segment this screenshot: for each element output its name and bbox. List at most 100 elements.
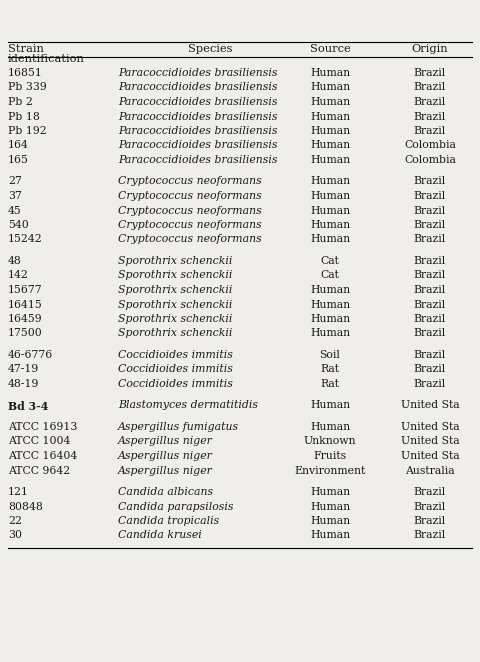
Text: Brazil: Brazil [414, 111, 446, 122]
Text: Human: Human [310, 68, 350, 78]
Text: Pb 2: Pb 2 [8, 97, 33, 107]
Text: 30: 30 [8, 530, 22, 540]
Text: Strain: Strain [8, 44, 44, 54]
Text: Sporothrix schenckii: Sporothrix schenckii [118, 314, 232, 324]
Text: Human: Human [310, 205, 350, 216]
Text: Brazil: Brazil [414, 365, 446, 375]
Text: Coccidioides immitis: Coccidioides immitis [118, 379, 233, 389]
Text: identification: identification [8, 54, 85, 64]
Text: Human: Human [310, 234, 350, 244]
Text: Sporothrix schenckii: Sporothrix schenckii [118, 299, 232, 310]
Text: Human: Human [310, 502, 350, 512]
Text: Brazil: Brazil [414, 285, 446, 295]
Text: 27: 27 [8, 177, 22, 187]
Text: Sporothrix schenckii: Sporothrix schenckii [118, 271, 232, 281]
Text: Human: Human [310, 177, 350, 187]
Text: Brazil: Brazil [414, 234, 446, 244]
Text: 45: 45 [8, 205, 22, 216]
Text: Brazil: Brazil [414, 68, 446, 78]
Text: Brazil: Brazil [414, 379, 446, 389]
Text: Pb 339: Pb 339 [8, 83, 47, 93]
Text: Fruits: Fruits [313, 451, 347, 461]
Text: Pb 192: Pb 192 [8, 126, 47, 136]
Text: Paracoccidioides brasiliensis: Paracoccidioides brasiliensis [118, 97, 277, 107]
Text: Rat: Rat [321, 365, 339, 375]
Text: Soil: Soil [320, 350, 340, 360]
Text: Cat: Cat [321, 271, 339, 281]
Text: Brazil: Brazil [414, 328, 446, 338]
Text: 540: 540 [8, 220, 29, 230]
Text: Brazil: Brazil [414, 256, 446, 266]
Text: Sporothrix schenckii: Sporothrix schenckii [118, 285, 232, 295]
Text: Human: Human [310, 140, 350, 150]
Text: Human: Human [310, 97, 350, 107]
Text: 16851: 16851 [8, 68, 43, 78]
Text: Sporothrix schenckii: Sporothrix schenckii [118, 328, 232, 338]
Text: ATCC 16913: ATCC 16913 [8, 422, 77, 432]
Text: Paracoccidioides brasiliensis: Paracoccidioides brasiliensis [118, 83, 277, 93]
Text: United Sta: United Sta [401, 401, 459, 410]
Text: Cryptococcus neoformans: Cryptococcus neoformans [118, 234, 262, 244]
Text: United Sta: United Sta [401, 451, 459, 461]
Text: Human: Human [310, 111, 350, 122]
Text: Human: Human [310, 126, 350, 136]
Text: Paracoccidioides brasiliensis: Paracoccidioides brasiliensis [118, 155, 277, 165]
Text: Coccidioides immitis: Coccidioides immitis [118, 365, 233, 375]
Text: Human: Human [310, 516, 350, 526]
Text: Brazil: Brazil [414, 502, 446, 512]
Text: Blastomyces dermatitidis: Blastomyces dermatitidis [118, 401, 258, 410]
Text: 15242: 15242 [8, 234, 43, 244]
Text: Human: Human [310, 285, 350, 295]
Text: Brazil: Brazil [414, 271, 446, 281]
Text: Pb 18: Pb 18 [8, 111, 40, 122]
Text: Rat: Rat [321, 379, 339, 389]
Text: 164: 164 [8, 140, 29, 150]
Text: United Sta: United Sta [401, 422, 459, 432]
Text: 142: 142 [8, 271, 29, 281]
Text: Source: Source [310, 44, 350, 54]
Text: Brazil: Brazil [414, 83, 446, 93]
Text: Human: Human [310, 487, 350, 497]
Text: Paracoccidioides brasiliensis: Paracoccidioides brasiliensis [118, 111, 277, 122]
Text: Brazil: Brazil [414, 205, 446, 216]
Text: Brazil: Brazil [414, 487, 446, 497]
Text: Human: Human [310, 299, 350, 310]
Text: Human: Human [310, 530, 350, 540]
Text: Aspergillus fumigatus: Aspergillus fumigatus [118, 422, 239, 432]
Text: Human: Human [310, 328, 350, 338]
Text: 16415: 16415 [8, 299, 43, 310]
Text: Brazil: Brazil [414, 97, 446, 107]
Text: ATCC 9642: ATCC 9642 [8, 465, 70, 475]
Text: Australia: Australia [405, 465, 455, 475]
Text: Candida tropicalis: Candida tropicalis [118, 516, 219, 526]
Text: 15677: 15677 [8, 285, 43, 295]
Text: 48: 48 [8, 256, 22, 266]
Text: Human: Human [310, 155, 350, 165]
Text: Cryptococcus neoformans: Cryptococcus neoformans [118, 205, 262, 216]
Text: Sporothrix schenckii: Sporothrix schenckii [118, 256, 232, 266]
Text: 16459: 16459 [8, 314, 43, 324]
Text: Brazil: Brazil [414, 350, 446, 360]
Text: 165: 165 [8, 155, 29, 165]
Text: 37: 37 [8, 191, 22, 201]
Text: United Sta: United Sta [401, 436, 459, 446]
Text: Origin: Origin [412, 44, 448, 54]
Text: Candida parapsilosis: Candida parapsilosis [118, 502, 233, 512]
Text: Brazil: Brazil [414, 530, 446, 540]
Text: Brazil: Brazil [414, 516, 446, 526]
Text: Colombia: Colombia [404, 140, 456, 150]
Text: Candida albicans: Candida albicans [118, 487, 213, 497]
Text: Cryptococcus neoformans: Cryptococcus neoformans [118, 177, 262, 187]
Text: Colombia: Colombia [404, 155, 456, 165]
Text: 47-19: 47-19 [8, 365, 39, 375]
Text: 80848: 80848 [8, 502, 43, 512]
Text: Aspergillus niger: Aspergillus niger [118, 451, 213, 461]
Text: Brazil: Brazil [414, 126, 446, 136]
Text: 48-19: 48-19 [8, 379, 39, 389]
Text: Paracoccidioides brasiliensis: Paracoccidioides brasiliensis [118, 68, 277, 78]
Text: 17500: 17500 [8, 328, 43, 338]
Text: Cryptococcus neoformans: Cryptococcus neoformans [118, 220, 262, 230]
Text: Environment: Environment [294, 465, 366, 475]
Text: ATCC 16404: ATCC 16404 [8, 451, 77, 461]
Text: Coccidioides immitis: Coccidioides immitis [118, 350, 233, 360]
